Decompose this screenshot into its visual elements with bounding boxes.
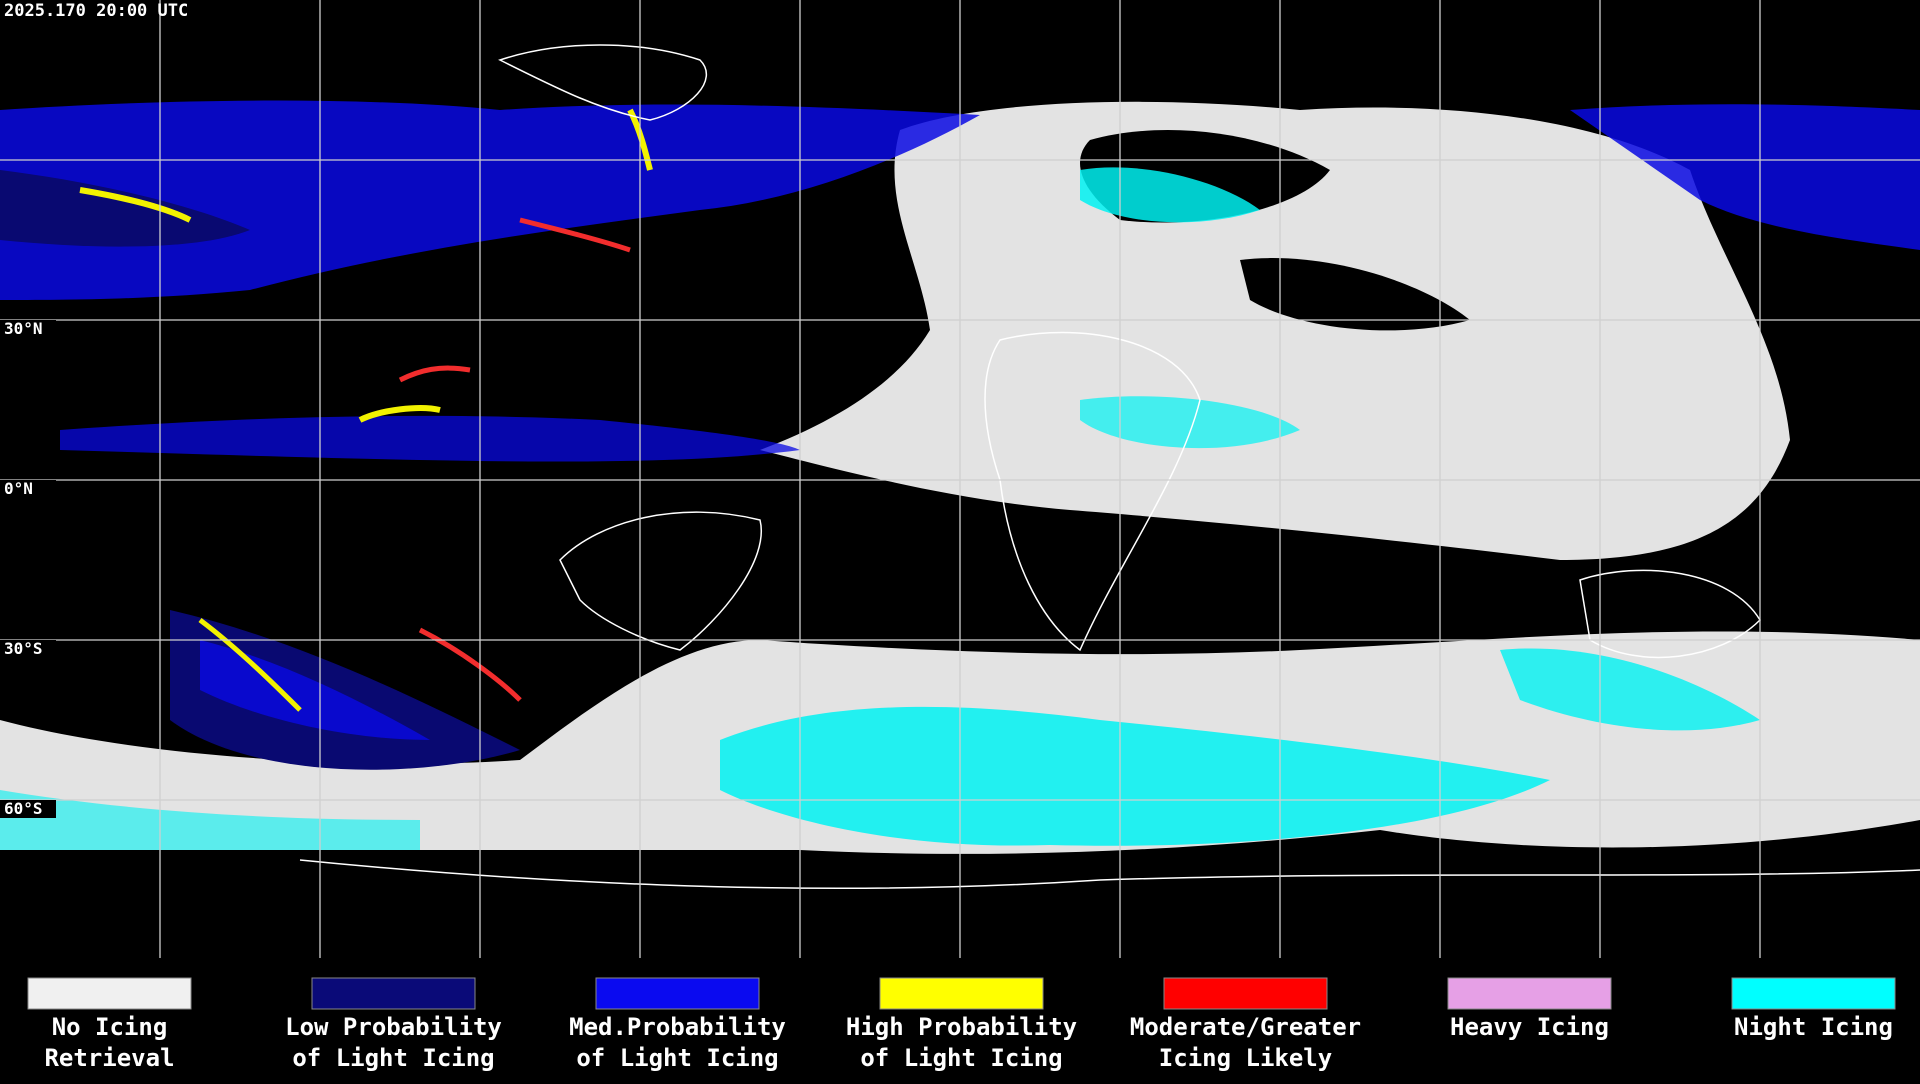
high-icing-streak <box>198 618 302 712</box>
moderate-icing-streak <box>519 217 631 253</box>
coastline <box>299 859 1920 890</box>
legend-label: Moderate/Greater <box>1130 1013 1361 1041</box>
high-icing-streak <box>627 108 653 171</box>
med-icing-region <box>1570 104 1920 250</box>
legend-label: of Light Icing <box>576 1044 778 1072</box>
med-icing-region <box>200 640 430 740</box>
latitude-label-bg <box>0 480 56 498</box>
legend-label: Retrieval <box>44 1044 174 1072</box>
legend-label: No Icing <box>52 1013 168 1041</box>
latitude-label-bg <box>0 640 56 658</box>
legend-label: Icing Likely <box>1159 1044 1332 1072</box>
high-icing-streak <box>79 187 192 223</box>
coastline <box>498 44 707 121</box>
latitude-label: 0°N <box>4 479 33 498</box>
clear-region <box>1240 258 1470 331</box>
legend-label: Heavy Icing <box>1450 1013 1609 1041</box>
moderate-icing-streak <box>398 365 471 383</box>
coastline <box>559 511 762 651</box>
legend-swatch <box>27 977 192 1010</box>
med-icing-region <box>60 415 800 462</box>
legend-label: of Light Icing <box>860 1044 1062 1072</box>
low-icing-region <box>0 170 250 247</box>
night-icing-region <box>1500 648 1760 731</box>
latitude-label: 30°N <box>4 319 43 338</box>
no-icing-region <box>760 101 1790 560</box>
latitude-labels: 30°N 0°N 30°S 60°S <box>0 319 56 818</box>
legend: No Icing Retrieval Low Probability of Light… <box>27 977 1896 1072</box>
latitude-label: 60°S <box>4 799 43 818</box>
legend-label: Night Icing <box>1734 1013 1893 1041</box>
latitude-label: 30°S <box>4 639 43 658</box>
legend-swatch <box>1731 977 1896 1010</box>
legend-swatch <box>879 977 1044 1010</box>
legend-swatch <box>311 977 476 1010</box>
moderate-icing-streak <box>418 627 522 702</box>
med-icing-region <box>0 100 980 300</box>
graticule <box>0 0 1920 958</box>
low-icing-region <box>170 610 520 770</box>
night-icing-region <box>1080 396 1300 449</box>
legend-label: Low Probability <box>285 1013 502 1041</box>
night-icing-region <box>720 706 1550 846</box>
legend-swatch <box>595 977 760 1010</box>
coastline <box>984 331 1201 652</box>
high-icing-streak <box>358 405 441 423</box>
legend-swatch <box>1447 977 1612 1010</box>
legend-label: High Probability <box>846 1013 1077 1041</box>
night-icing-region <box>0 790 420 850</box>
latitude-label-bg <box>0 800 56 818</box>
night-icing-region <box>1080 167 1260 223</box>
latitude-label-bg <box>0 320 56 338</box>
timestamp: 2025.170 20:00 UTC <box>4 1 188 21</box>
coastlines <box>299 44 1920 890</box>
legend-swatch <box>1163 977 1328 1010</box>
legend-label: Med.Probability <box>569 1013 786 1041</box>
legend-label: of Light Icing <box>292 1044 494 1072</box>
